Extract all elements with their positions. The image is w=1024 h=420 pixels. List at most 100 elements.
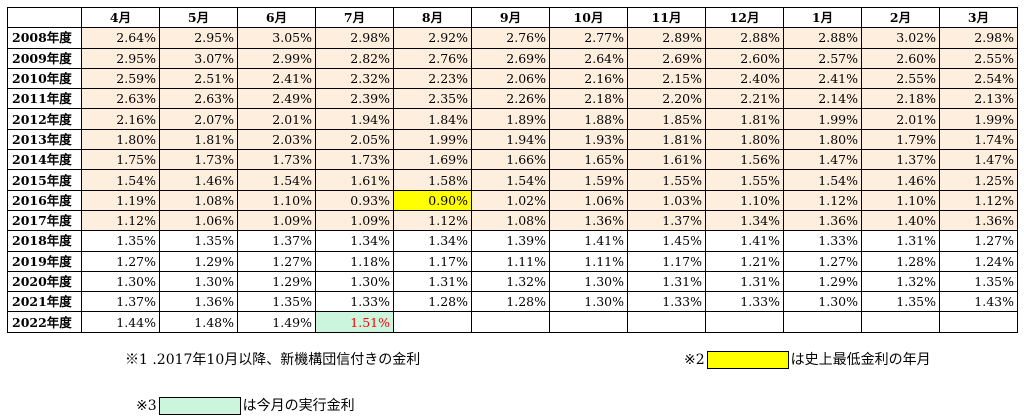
rate-cell: 1.99% (939, 108, 1018, 130)
rate-cell: 1.25% (939, 169, 1018, 191)
rate-cell (939, 311, 1018, 333)
table-row: 2022年度 1.44% 1.48% 1.49% 1.51% (7, 311, 1018, 333)
rate-cell: 1.34% (315, 230, 394, 252)
rate-cell: 2.39% (315, 88, 394, 110)
rate-cell: 1.74% (939, 128, 1018, 151)
rate-cell: 1.61% (627, 149, 706, 171)
rate-cell: 1.29% (237, 270, 316, 293)
rate-cell: 1.17% (627, 250, 706, 272)
rate-cell: 0.90% (393, 189, 472, 211)
rate-cell: 1.02% (471, 189, 550, 211)
rate-cell: 2.54% (939, 67, 1018, 90)
rate-cell: 2.21% (705, 88, 784, 110)
rate-cell: 2.99% (237, 47, 316, 69)
rate-cell: 1.06% (159, 209, 238, 232)
rate-cell: 1.12% (783, 189, 862, 211)
table-row: 2019年度 1.27% 1.29% 1.27% 1.18% 1.17% 1.11% 1.11… (7, 250, 1018, 272)
rate-cell: 2.06% (471, 67, 550, 90)
rate-cell: 1.47% (939, 149, 1018, 171)
rate-cell: 1.46% (861, 169, 940, 191)
month-header: 7月 (315, 6, 394, 29)
month-header: 1月 (783, 6, 862, 29)
table-row: 2013年度 1.80% 1.81% 2.03% 2.05% 1.99% 1.94% 1.93… (7, 128, 1018, 151)
table-row: 2010年度 2.59% 2.51% 2.41% 2.32% 2.23% 2.06% 2.16… (7, 67, 1018, 90)
rate-cell: 1.47% (783, 149, 862, 171)
rate-cell: 1.43% (939, 291, 1018, 313)
rate-cell: 1.36% (549, 209, 628, 232)
rate-cell: 2.95% (81, 47, 160, 69)
fiscal-year-label: 2010年度 (7, 67, 82, 90)
rate-cell: 1.94% (315, 108, 394, 130)
rate-cell: 2.41% (783, 67, 862, 90)
rate-cell: 1.11% (549, 250, 628, 272)
fiscal-year-label: 2020年度 (7, 270, 82, 293)
fiscal-year-label: 2009年度 (7, 47, 82, 69)
rate-cell: 1.21% (705, 250, 784, 272)
rate-cell: 2.01% (237, 108, 316, 130)
rate-cell: 1.30% (549, 291, 628, 313)
note-3-text: は今月の実行金利 (242, 398, 355, 414)
rate-cell: 1.54% (81, 169, 160, 191)
rate-cell: 2.89% (627, 27, 706, 49)
rate-cell (471, 311, 550, 333)
rate-cell: 1.73% (159, 149, 238, 171)
rate-cell: 2.40% (705, 67, 784, 90)
rate-cell: 1.10% (237, 189, 316, 211)
month-header: 6月 (237, 6, 316, 29)
rate-cell: 2.14% (783, 88, 862, 110)
rate-cell: 1.37% (237, 230, 316, 252)
rate-cell: 1.81% (627, 128, 706, 151)
table-row: 2009年度 2.95% 3.07% 2.99% 2.82% 2.76% 2.69% 2.64… (7, 47, 1018, 69)
rate-cell: 1.81% (159, 128, 238, 151)
rate-cell: 1.54% (471, 169, 550, 191)
rate-cell: 1.41% (549, 230, 628, 252)
rate-cell: 2.23% (393, 67, 472, 90)
corner-cell (7, 6, 82, 29)
rate-cell: 1.55% (627, 169, 706, 191)
note-3-mark: ※3 (136, 398, 157, 414)
rate-cell: 2.76% (471, 27, 550, 49)
rate-cell: 1.33% (783, 230, 862, 252)
rate-cell: 1.61% (315, 169, 394, 191)
rate-cell: 1.31% (393, 270, 472, 293)
rate-cell: 1.46% (159, 169, 238, 191)
fiscal-year-label: 2017年度 (7, 209, 82, 232)
rate-cell: 2.63% (81, 88, 160, 110)
rate-cell: 0.93% (315, 189, 394, 211)
rate-cell: 2.13% (939, 88, 1018, 110)
rate-cell: 2.95% (159, 27, 238, 49)
note-1-text: ※1 .2017年10月以降、新機構団信付きの金利 (125, 352, 421, 368)
rate-cell: 1.12% (939, 189, 1018, 211)
rate-cell: 1.36% (783, 209, 862, 232)
rate-cell: 1.66% (471, 149, 550, 171)
rate-cell: 1.58% (393, 169, 472, 191)
rate-cell: 1.10% (861, 189, 940, 211)
month-header: 8月 (393, 6, 472, 29)
note-1: ※1 .2017年10月以降、新機構団信付きの金利 (125, 351, 420, 369)
rate-cell: 1.30% (315, 270, 394, 293)
rate-cell: 2.92% (393, 27, 472, 49)
rate-cell: 1.54% (783, 169, 862, 191)
rate-cell: 1.80% (783, 128, 862, 151)
rate-cell: 2.32% (315, 67, 394, 90)
note-2-text: は史上最低金利の年月 (790, 352, 931, 368)
rate-cell: 1.24% (939, 250, 1018, 272)
rate-cell: 2.35% (393, 88, 472, 110)
rate-cell: 1.12% (393, 209, 472, 232)
rate-cell: 1.81% (705, 108, 784, 130)
table-header-row: 4月 5月 6月 7月 8月 9月 10月 11月 12月 1月 2月 3月 (7, 6, 1018, 29)
rate-cell: 1.89% (471, 108, 550, 130)
rate-cell: 1.36% (939, 209, 1018, 232)
fiscal-year-label: 2018年度 (7, 230, 82, 252)
table-row: 2012年度 2.16% 2.07% 2.01% 1.94% 1.84% 1.89% 1.88… (7, 108, 1018, 130)
current-rate-swatch (158, 397, 241, 415)
note-2: ※2 は史上最低金利の年月 (684, 351, 931, 369)
rate-cell: 1.28% (471, 291, 550, 313)
rate-cell: 1.79% (861, 128, 940, 151)
rate-cell: 1.49% (237, 311, 316, 333)
table-row: 2008年度 2.64% 2.95% 3.05% 2.98% 2.92% 2.76% 2.77… (7, 27, 1018, 49)
fiscal-year-label: 2014年度 (7, 149, 82, 171)
rate-cell: 1.32% (471, 270, 550, 293)
rate-cell (627, 311, 706, 333)
rate-cell: 2.77% (549, 27, 628, 49)
